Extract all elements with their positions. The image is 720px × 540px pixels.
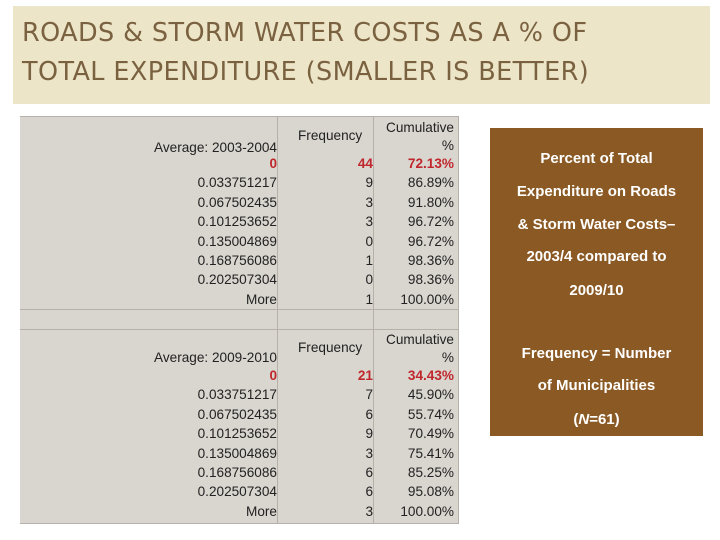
description-line: of Municipalities (537, 377, 656, 394)
table1-row: More 1 100.00% (246, 291, 454, 307)
table1-row: 0.202507304 0 98.36% (197, 272, 454, 288)
table1-row: 0.135004869 0 96.72% (197, 233, 454, 249)
table1-row: 0 44 72.13% (269, 156, 454, 171)
title-band (13, 6, 710, 104)
column-divider (373, 116, 374, 524)
table2-row: 0.067502435 6 55.74% (197, 406, 454, 422)
table2-row: More 3 100.00% (246, 503, 454, 519)
table1-row: 0.168756086 1 98.36% (197, 253, 454, 268)
page-title: ROADS & STORM WATER COSTS AS A % OF TOTA… (22, 14, 712, 92)
description-line: 2009/10 (569, 282, 624, 299)
row-divider (20, 116, 459, 117)
table2-row: 0.033751217 7 45.90% (197, 387, 454, 403)
table1-row: 0.033751217 9 86.89% (197, 175, 454, 191)
table2-label-row: Average: 2009-2010 (20, 348, 459, 367)
frequency-tables: Average: 2003-2004 Frequency Cumulative … (20, 116, 459, 524)
column-divider (277, 116, 278, 524)
row-divider (20, 329, 459, 330)
table1-label: Average: 2003-2004 (154, 140, 277, 155)
table2-label: Average: 2009-2010 (154, 350, 277, 365)
description-line: Frequency = Number (521, 345, 672, 362)
description-line: Expenditure on Roads (516, 183, 677, 200)
table2-row: 0.202507304 6 95.08% (197, 484, 454, 500)
column-divider (458, 116, 459, 524)
description-line: & Storm Water Costs– (517, 216, 676, 233)
table1-label-row: Average: 2003-2004 (20, 138, 459, 157)
title-line-2: TOTAL EXPENDITURE (SMALLER IS BETTER) (22, 57, 590, 87)
table2-row: 0.135004869 3 75.41% (197, 445, 454, 461)
table2-cumulative-header: Cumulative % (386, 332, 454, 365)
table2-row: 0 21 34.43% (269, 368, 454, 383)
table2-row: 0.168756086 6 85.25% (197, 465, 454, 480)
description-line: Percent of Total (540, 150, 653, 167)
table1-row: 0.101253652 3 96.72% (197, 214, 454, 230)
description-box: Percent of Total Expenditure on Roads & … (490, 128, 703, 436)
row-divider (20, 309, 459, 310)
title-line-1: ROADS & STORM WATER COSTS AS A % OF (22, 18, 588, 48)
sample-size-note: (N=61) (573, 411, 620, 428)
table1-row: 0.067502435 3 91.80% (197, 194, 454, 210)
table2-row: 0.101253652 9 70.49% (197, 426, 454, 442)
table1-frequency-header: Frequency (298, 128, 363, 143)
table2-frequency-header: Frequency (298, 340, 363, 355)
table1-cumulative-header: Cumulative % (386, 120, 454, 153)
row-divider (20, 523, 459, 524)
description-line: 2003/4 compared to (526, 248, 667, 265)
